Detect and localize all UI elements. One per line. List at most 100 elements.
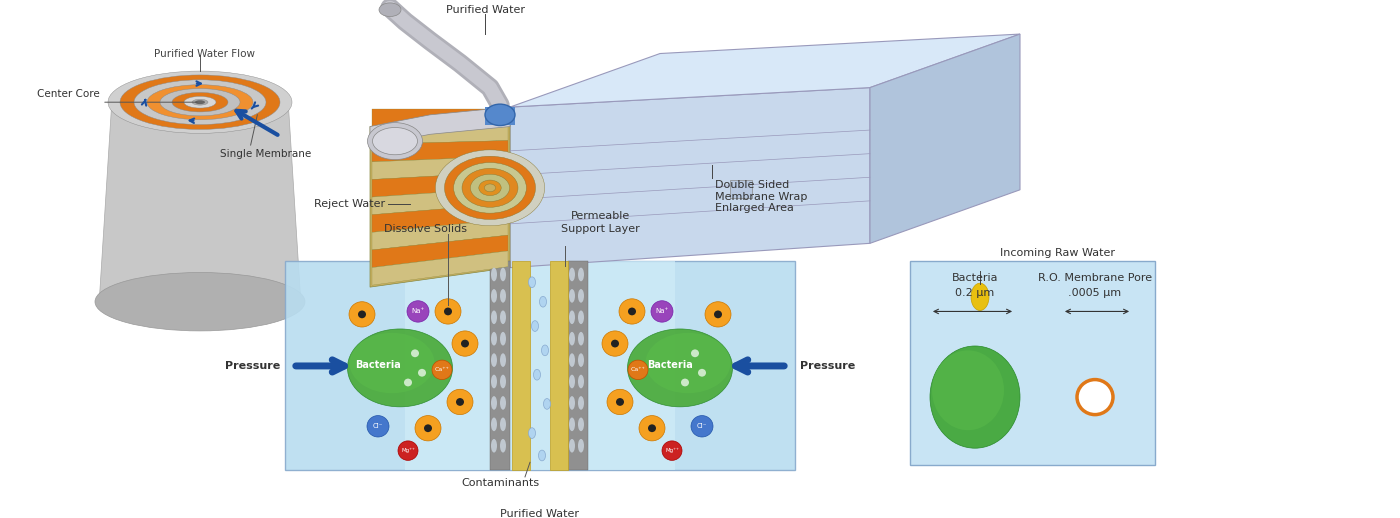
Circle shape bbox=[692, 415, 713, 437]
Ellipse shape bbox=[568, 310, 575, 324]
Polygon shape bbox=[372, 140, 508, 162]
Text: Purified Water: Purified Water bbox=[445, 5, 525, 15]
Text: Na⁺: Na⁺ bbox=[655, 308, 669, 314]
Ellipse shape bbox=[491, 289, 497, 303]
Ellipse shape bbox=[500, 418, 505, 431]
Ellipse shape bbox=[578, 310, 584, 324]
Bar bbox=[568, 261, 588, 470]
Ellipse shape bbox=[491, 268, 497, 281]
Text: Na⁺: Na⁺ bbox=[412, 308, 424, 314]
Ellipse shape bbox=[367, 123, 423, 160]
Ellipse shape bbox=[539, 296, 546, 307]
Ellipse shape bbox=[500, 289, 505, 303]
Circle shape bbox=[1077, 380, 1113, 414]
Text: Cl⁻: Cl⁻ bbox=[372, 423, 384, 429]
Ellipse shape bbox=[95, 272, 305, 331]
Circle shape bbox=[452, 331, 477, 356]
Text: Purified Water: Purified Water bbox=[501, 509, 580, 518]
Ellipse shape bbox=[172, 92, 228, 112]
Polygon shape bbox=[372, 235, 508, 268]
Ellipse shape bbox=[134, 80, 266, 124]
Circle shape bbox=[367, 415, 389, 437]
Circle shape bbox=[435, 299, 461, 324]
Text: Ca⁺⁺: Ca⁺⁺ bbox=[434, 367, 449, 372]
Circle shape bbox=[398, 441, 419, 461]
Ellipse shape bbox=[372, 127, 417, 155]
Text: .0005 μm: .0005 μm bbox=[1068, 288, 1121, 298]
Circle shape bbox=[706, 301, 731, 327]
Ellipse shape bbox=[568, 418, 575, 431]
Ellipse shape bbox=[529, 277, 535, 287]
Polygon shape bbox=[370, 107, 510, 146]
Ellipse shape bbox=[500, 332, 505, 346]
Circle shape bbox=[638, 415, 665, 441]
Ellipse shape bbox=[578, 396, 584, 410]
Text: 0.2 μm: 0.2 μm bbox=[955, 288, 994, 298]
Polygon shape bbox=[372, 109, 508, 126]
Text: Reject Water: Reject Water bbox=[314, 199, 385, 209]
Ellipse shape bbox=[533, 369, 540, 380]
Ellipse shape bbox=[491, 375, 497, 388]
Ellipse shape bbox=[568, 268, 575, 281]
Text: Bacteria: Bacteria bbox=[356, 360, 400, 370]
Ellipse shape bbox=[532, 321, 539, 332]
Text: Mg⁺⁺: Mg⁺⁺ bbox=[400, 448, 414, 453]
Polygon shape bbox=[510, 34, 1021, 107]
Ellipse shape bbox=[627, 329, 732, 407]
Ellipse shape bbox=[529, 428, 535, 438]
Circle shape bbox=[419, 369, 426, 377]
Circle shape bbox=[629, 308, 636, 315]
Circle shape bbox=[629, 360, 648, 380]
Circle shape bbox=[699, 369, 706, 377]
Text: Contaminants: Contaminants bbox=[461, 478, 539, 488]
Bar bbox=[512, 261, 531, 470]
Ellipse shape bbox=[491, 353, 497, 367]
Text: Dissolve Solids: Dissolve Solids bbox=[384, 224, 466, 234]
Ellipse shape bbox=[379, 3, 400, 17]
Circle shape bbox=[680, 379, 689, 386]
Ellipse shape bbox=[160, 89, 239, 116]
Ellipse shape bbox=[578, 268, 584, 281]
Circle shape bbox=[610, 340, 619, 348]
Ellipse shape bbox=[350, 333, 434, 393]
Text: R.O. Membrane Pore: R.O. Membrane Pore bbox=[1037, 272, 1152, 282]
Ellipse shape bbox=[568, 353, 575, 367]
Ellipse shape bbox=[568, 375, 575, 388]
Polygon shape bbox=[869, 34, 1021, 243]
Circle shape bbox=[714, 310, 722, 318]
Ellipse shape bbox=[491, 396, 497, 410]
Polygon shape bbox=[372, 251, 508, 285]
Circle shape bbox=[616, 398, 624, 406]
Text: Pressure: Pressure bbox=[225, 361, 280, 371]
Text: Single Membrane: Single Membrane bbox=[220, 149, 311, 159]
Ellipse shape bbox=[930, 346, 1021, 448]
Circle shape bbox=[414, 415, 441, 441]
Ellipse shape bbox=[578, 439, 584, 453]
Ellipse shape bbox=[445, 156, 535, 220]
Text: Cl⁻: Cl⁻ bbox=[697, 423, 707, 429]
Ellipse shape bbox=[120, 75, 280, 130]
Ellipse shape bbox=[462, 168, 518, 207]
Circle shape bbox=[651, 301, 673, 322]
Ellipse shape bbox=[435, 150, 545, 226]
Ellipse shape bbox=[500, 268, 505, 281]
Bar bbox=[729, 180, 752, 197]
Ellipse shape bbox=[147, 84, 253, 120]
Ellipse shape bbox=[491, 310, 497, 324]
Ellipse shape bbox=[479, 180, 501, 196]
Ellipse shape bbox=[491, 332, 497, 346]
Bar bbox=[286, 261, 795, 470]
Polygon shape bbox=[370, 107, 510, 287]
Ellipse shape bbox=[484, 104, 515, 125]
Ellipse shape bbox=[645, 333, 731, 393]
Polygon shape bbox=[372, 204, 508, 232]
Ellipse shape bbox=[192, 99, 209, 105]
Circle shape bbox=[461, 340, 469, 348]
Polygon shape bbox=[372, 156, 508, 179]
Ellipse shape bbox=[500, 439, 505, 453]
Text: Bacteria: Bacteria bbox=[647, 360, 693, 370]
Circle shape bbox=[412, 350, 419, 357]
Ellipse shape bbox=[500, 310, 505, 324]
Circle shape bbox=[608, 390, 633, 414]
Circle shape bbox=[433, 360, 452, 380]
